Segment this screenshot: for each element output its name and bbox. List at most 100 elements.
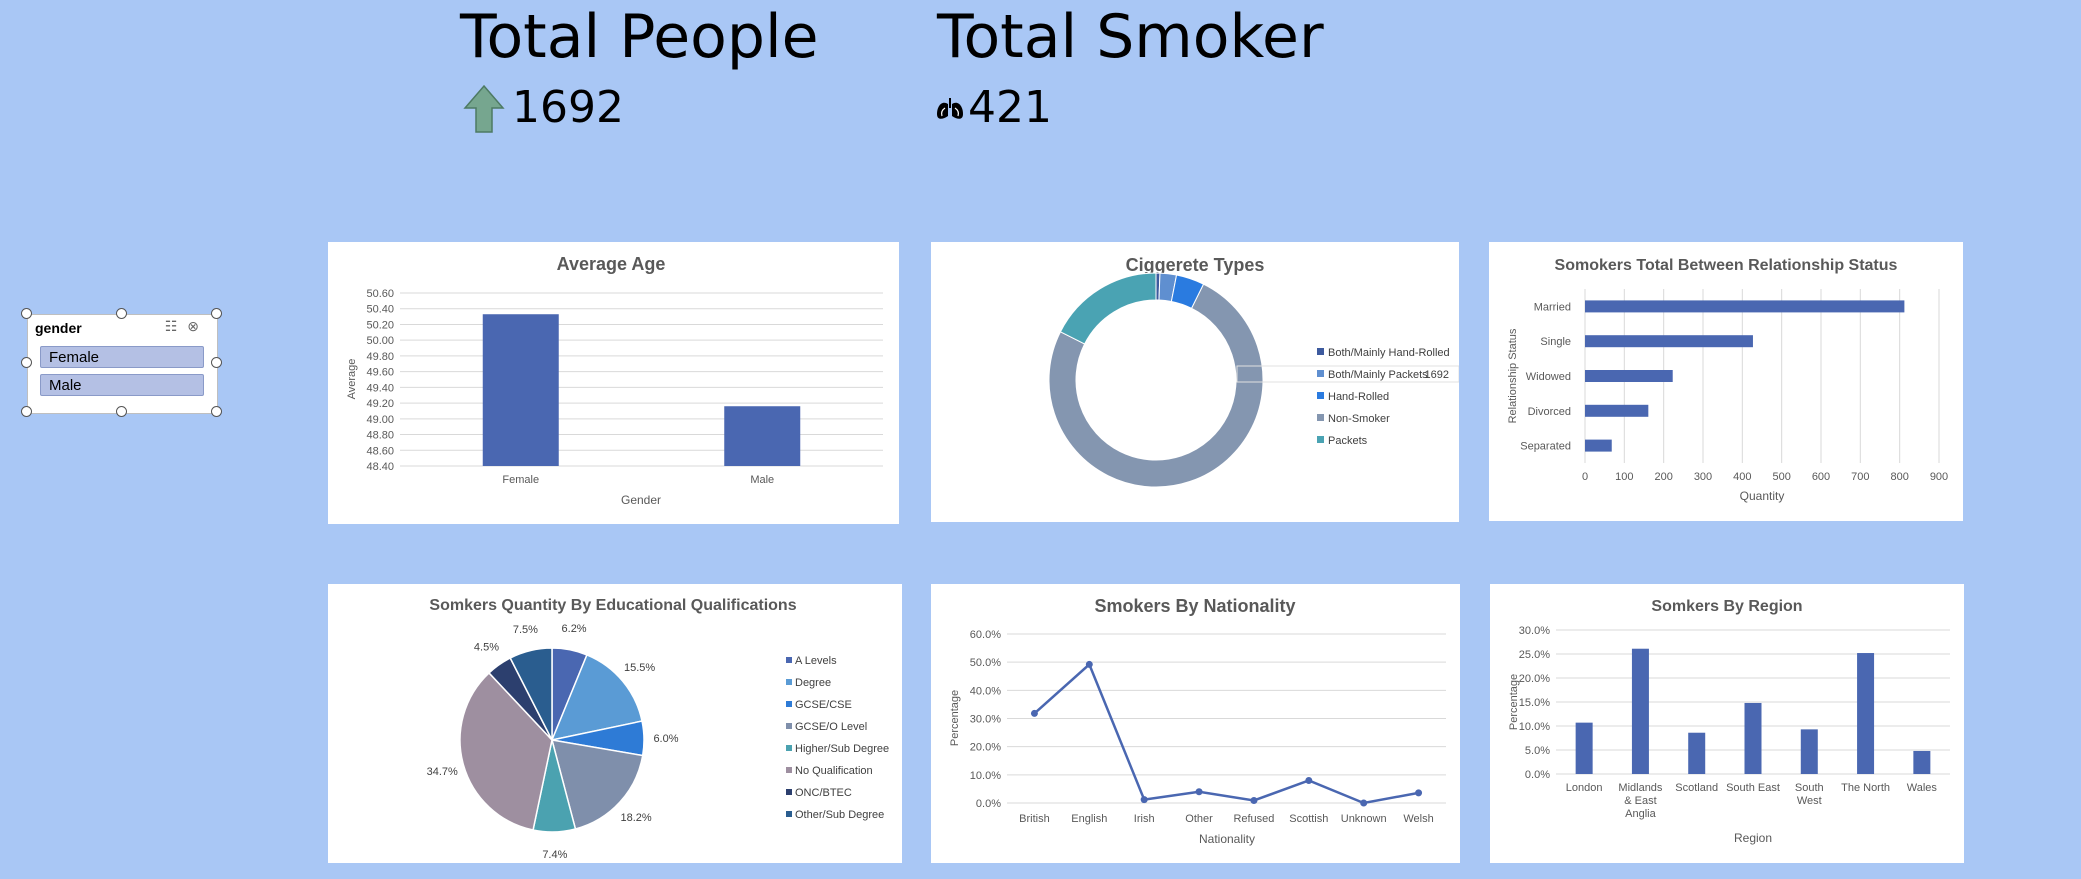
y-tick-label: 50.0%: [970, 657, 1001, 669]
resize-handle[interactable]: [116, 308, 127, 319]
y-tick-label: 49.00: [366, 414, 394, 426]
resize-handle[interactable]: [211, 357, 222, 368]
y-tick-label: 49.80: [366, 351, 394, 363]
resize-handle[interactable]: [211, 308, 222, 319]
x-tick-label: Female: [502, 474, 539, 486]
pie-slice-7: [509, 647, 553, 741]
x-tick-label: 800: [1890, 471, 1908, 483]
slicer-item-female[interactable]: Female: [40, 346, 204, 368]
chart-title: Ciggerete Types: [1126, 255, 1265, 275]
legend-swatch: [1317, 348, 1324, 355]
lungs-icon: [937, 98, 963, 119]
y-tick-label: 30.0%: [1519, 625, 1550, 637]
x-tick-label: 0: [1582, 471, 1588, 483]
chart-title: Smokers By Nationality: [1094, 596, 1295, 616]
y-tick-label: 25.0%: [1519, 649, 1550, 661]
x-tick-label: The North: [1841, 782, 1890, 794]
x-tick-label: London: [1566, 782, 1603, 794]
education-chart[interactable]: Somkers Quantity By Educational Qualific…: [328, 584, 902, 863]
x-tick-label: Welsh: [1403, 813, 1433, 825]
data-point-welsh: [1415, 789, 1423, 797]
legend-entry: Both/Mainly Packets: [1328, 369, 1428, 381]
resize-handle[interactable]: [116, 406, 127, 417]
y-tick-label: 48.40: [366, 461, 394, 473]
y-tick-label: 20.0%: [970, 742, 1001, 754]
y-tick-label: 50.40: [366, 304, 394, 316]
legend-entry: Packets: [1328, 435, 1368, 447]
resize-handle[interactable]: [21, 357, 32, 368]
donut-slice-4: [1059, 272, 1157, 345]
legend-entry: GCSE/CSE: [795, 699, 852, 711]
legend-entry: No Qualification: [795, 765, 873, 777]
gender-slicer[interactable]: gender ☷⊗ Female Male: [27, 314, 218, 414]
x-tick-label: 100: [1615, 471, 1633, 483]
y-tick-label: Separated: [1520, 441, 1571, 453]
y-tick-label: 30.0%: [970, 714, 1001, 726]
total-people-value: 1692: [512, 82, 624, 133]
legend-swatch: [1317, 370, 1324, 377]
clear-filter-icon[interactable]: ⊗: [187, 318, 209, 334]
legend-swatch: [786, 745, 792, 751]
x-tick-label: English: [1071, 813, 1107, 825]
relationship-status-chart[interactable]: Somokers Total Between Relationship Stat…: [1489, 242, 1963, 521]
y-axis-label: Percentage: [1508, 674, 1520, 730]
y-tick-label: 48.80: [366, 430, 394, 442]
y-tick-label: 10.0%: [1519, 721, 1550, 733]
x-tick-label: Male: [750, 474, 774, 486]
y-tick-label: 10.0%: [970, 770, 1001, 782]
y-axis-label: Relationship Status: [1507, 328, 1519, 423]
nationality-chart[interactable]: Smokers By Nationality 0.0% 10.0% 20.0% 30.0…: [931, 584, 1460, 863]
y-tick-label: 20.0%: [1519, 673, 1550, 685]
bar-male: [724, 406, 801, 466]
y-tick-label: 0.0%: [976, 798, 1001, 810]
x-tick-label: Irish: [1134, 813, 1155, 825]
chart-title: Somkers Quantity By Educational Qualific…: [429, 597, 796, 614]
data-label: 1692: [1425, 369, 1449, 381]
chart-title: Average Age: [557, 254, 666, 274]
legend-entry: Hand-Rolled: [1328, 391, 1389, 403]
legend-swatch: [786, 811, 792, 817]
y-tick-label: 49.20: [366, 398, 394, 410]
multi-select-icon[interactable]: ☷: [164, 318, 188, 334]
legend-entry: GCSE/O Level: [795, 721, 867, 733]
y-tick-label: 40.0%: [970, 685, 1001, 697]
total-smoker-title: Total Smoker: [937, 2, 1324, 72]
series-line: [1033, 662, 1419, 805]
y-tick-label: 49.40: [366, 382, 394, 394]
y-axis-label: Percentage: [949, 690, 961, 746]
data-point-english: [1085, 660, 1093, 668]
x-tick-label: 200: [1654, 471, 1672, 483]
x-tick-label: 400: [1733, 471, 1751, 483]
resize-handle[interactable]: [21, 406, 32, 417]
y-axis-label: Average: [346, 359, 358, 400]
pie-slice-3: [550, 739, 644, 830]
legend-entry: A Levels: [795, 655, 837, 667]
legend-swatch: [1317, 392, 1324, 399]
y-tick-label: 50.20: [366, 319, 394, 331]
x-tick-label: Scottish: [1289, 813, 1328, 825]
average-age-chart[interactable]: Average Age 48.40 48.60 48.80 49.00 49.20 49.4…: [328, 242, 899, 524]
total-smoker-value: 421: [968, 82, 1052, 133]
total-people-title: Total People: [460, 2, 819, 72]
slicer-item-male[interactable]: Male: [40, 374, 204, 396]
bar-region-3: [1744, 702, 1762, 774]
cigarette-types-chart[interactable]: Ciggerete Types Both/Mainly Hand-Rolled Bo…: [931, 242, 1459, 522]
x-tick-label: Refused: [1233, 813, 1274, 825]
bar-widowed: [1585, 370, 1673, 382]
region-chart[interactable]: Somkers By Region 0.0% 5.0% 10.0% 15.0% 20.0%…: [1490, 584, 1964, 863]
bar-region-4: [1800, 729, 1818, 774]
legend-entry: Non-Smoker: [1328, 413, 1390, 425]
bar-region-5: [1857, 653, 1875, 774]
x-tick-label: Scotland: [1675, 782, 1718, 794]
y-tick-label: 49.60: [366, 367, 394, 379]
resize-handle[interactable]: [211, 406, 222, 417]
bar-married: [1585, 300, 1905, 313]
y-tick-label: Single: [1540, 336, 1571, 348]
legend-swatch: [786, 789, 792, 795]
legend-swatch: [786, 657, 792, 663]
resize-handle[interactable]: [21, 308, 32, 319]
x-tick-label: 300: [1694, 471, 1712, 483]
y-tick-label: 60.0%: [970, 629, 1001, 641]
x-axis-label: Quantity: [1740, 489, 1785, 503]
x-tick-label: British: [1019, 813, 1050, 825]
